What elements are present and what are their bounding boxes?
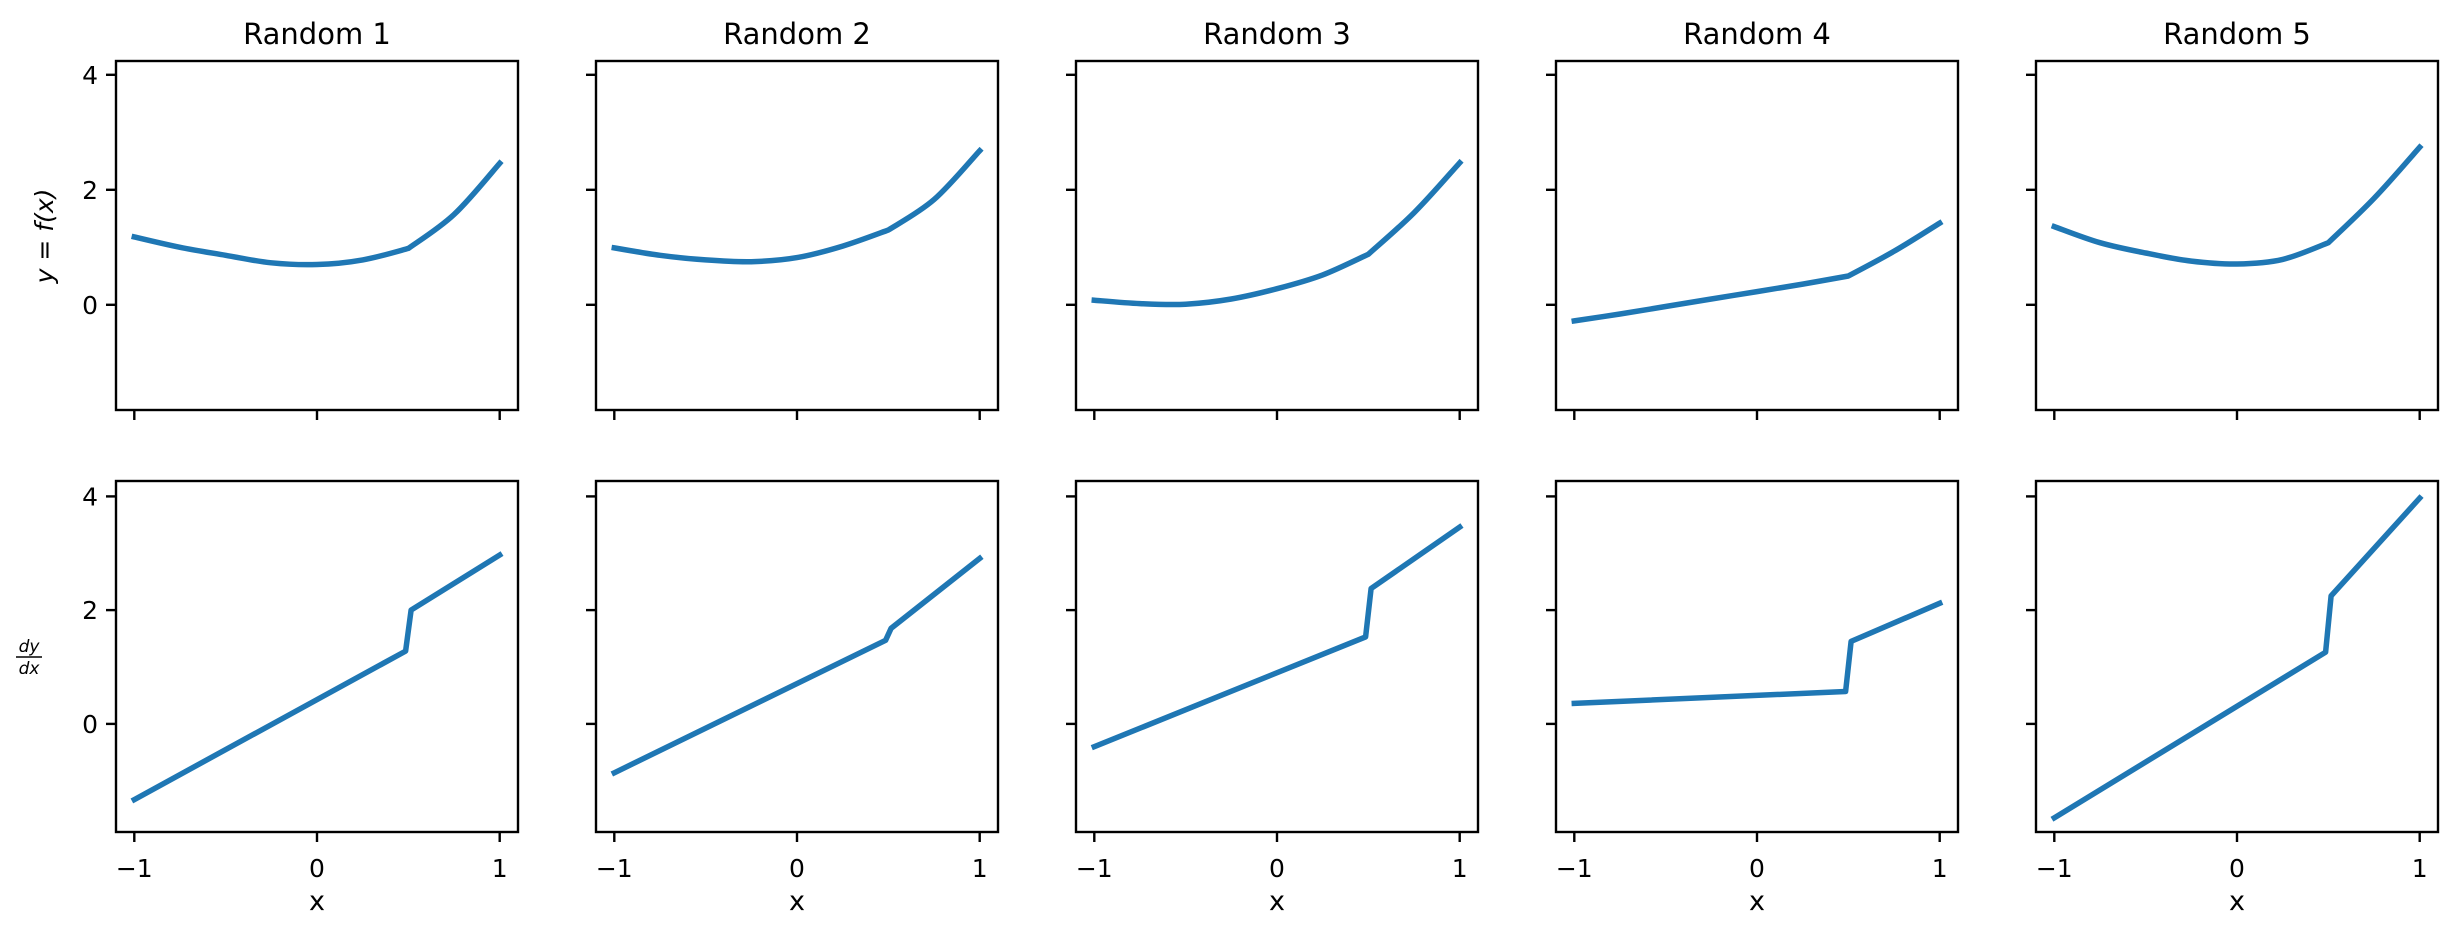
x-axis-label: x (1749, 886, 1765, 917)
x-tick-label: 0 (1749, 854, 1765, 883)
subplot-dfdx-2: −1 0 1 x (586, 479, 1000, 917)
subplot-title: Random 4 (1683, 17, 1831, 51)
fraction-denominator: dx (19, 659, 41, 679)
subplot-f-4: Random 4 (1546, 17, 1960, 420)
subplot-f-3: Random 3 (1066, 17, 1480, 420)
x-tick-label: −1 (596, 854, 633, 883)
x-tick-label: 1 (492, 854, 508, 883)
y-axis-label-top-row: y = f(x) (30, 189, 59, 285)
subplot-dfdx-5: −1 0 1 x (2026, 479, 2440, 917)
subplot-f-5: Random 5 (2026, 17, 2440, 420)
subplot-title: Random 2 (723, 17, 871, 51)
y-tick-label: 2 (82, 176, 98, 205)
curve-dfdx-2 (610, 554, 984, 777)
subplot-f-1: 0 2 4 Random 1 (82, 17, 520, 420)
x-tick-label: 1 (1452, 854, 1468, 883)
curve-f-4 (1571, 219, 1944, 325)
subplot-f-2: Random 2 (586, 17, 1000, 420)
subplot-title: Random 1 (243, 17, 391, 51)
curve-dfdx-4 (1571, 599, 1944, 707)
x-tick-label: 0 (789, 854, 805, 883)
curve-dfdx-1 (130, 551, 504, 804)
x-axis-label: x (2229, 886, 2245, 917)
curve-f-3 (1091, 158, 1464, 308)
curve-f-2 (611, 146, 984, 265)
x-tick-label: −1 (1076, 854, 1113, 883)
x-tick-label: 1 (2412, 854, 2428, 883)
y-tick-label: 0 (82, 710, 98, 739)
y-tick-label: 0 (82, 291, 98, 320)
x-axis-label: x (1269, 886, 1285, 917)
y-tick-label: 4 (82, 61, 98, 90)
subplot-title: Random 5 (2163, 17, 2311, 51)
x-tick-label: 1 (972, 854, 988, 883)
curve-f-1 (130, 159, 504, 268)
subplot-dfdx-3: −1 0 1 x (1066, 479, 1480, 917)
subplot-dfdx-1: −1 0 1 0 2 4 x (82, 479, 520, 917)
x-tick-label: −1 (2036, 854, 2073, 883)
subplot-dfdx-4: −1 0 1 x (1546, 479, 1960, 917)
fraction-numerator: dy (19, 637, 41, 657)
curve-dfdx-5 (2050, 494, 2424, 822)
x-tick-label: −1 (116, 854, 153, 883)
x-tick-label: 1 (1932, 854, 1948, 883)
x-tick-label: 0 (2229, 854, 2245, 883)
y-tick-label: 2 (82, 596, 98, 625)
x-tick-label: −1 (1556, 854, 1593, 883)
x-tick-label: 0 (309, 854, 325, 883)
y-tick-label: 4 (82, 482, 98, 511)
curve-f-5 (2050, 143, 2424, 267)
subplot-title: Random 3 (1203, 17, 1351, 51)
x-tick-label: 0 (1269, 854, 1285, 883)
curve-dfdx-3 (1090, 523, 1464, 751)
x-axis-label: x (309, 886, 325, 917)
x-axis-label: x (789, 886, 805, 917)
